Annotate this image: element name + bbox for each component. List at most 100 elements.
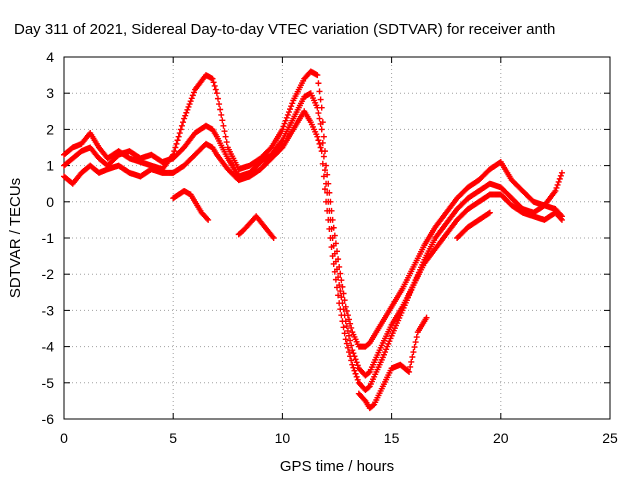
data-point [270,235,277,241]
data-point [344,327,351,334]
data-point [282,117,289,124]
data-point [386,338,393,345]
data-point [330,260,337,267]
data-point [214,95,221,102]
data-point [178,122,185,129]
data-point [346,316,353,323]
series-sat-track-2 [61,90,565,379]
data-point [284,111,291,118]
data-point [217,106,224,113]
data-point [328,244,335,251]
data-point [342,336,349,343]
data-point [318,126,325,133]
data-point [316,88,323,95]
data-point [353,359,360,366]
data-point [343,323,350,330]
data-point [555,178,562,185]
data-point [346,349,353,356]
data-point [173,140,180,147]
data-point [558,169,565,176]
data-point [223,139,230,146]
data-point [349,347,356,354]
data-point [335,292,342,299]
series-sat-track-3 [61,108,565,394]
data-point [180,119,187,126]
data-point [314,104,321,111]
data-point [184,106,191,113]
data-point [338,294,345,301]
data-point [411,344,418,351]
data-point [176,130,183,137]
data-point [209,75,216,82]
data-point [204,215,211,222]
data-point [221,128,228,135]
y-tick-label: 2 [46,121,54,137]
data-point [485,210,492,217]
x-axis-label: GPS time / hours [280,458,394,475]
data-point [346,332,353,339]
data-point [326,225,333,232]
data-point [350,350,357,357]
data-point [383,346,390,353]
data-point [347,353,354,360]
data-point [384,343,391,350]
data-point [552,187,559,194]
data-point [314,133,321,140]
data-point [320,133,327,140]
data-point [216,101,223,108]
data-point [329,253,336,260]
data-point [315,80,322,87]
data-point [211,82,218,89]
data-point [380,351,387,358]
data-point [379,354,386,361]
data-point [285,109,292,116]
data-point [331,268,338,275]
y-tick-label: -6 [42,411,55,427]
data-point [340,324,347,331]
y-tick-label: 0 [46,194,54,210]
data-point [338,312,345,319]
data-point [332,276,339,283]
data-point [408,358,415,365]
y-tick-label: 3 [46,85,54,101]
data-point [558,216,565,223]
data-point [327,235,334,241]
y-tick-label: 4 [46,49,54,65]
data-point [177,126,184,133]
data-point [351,367,358,374]
data-point [218,111,225,118]
data-point [365,384,372,391]
data-point [288,103,295,110]
data-point [554,181,561,188]
data-point [325,216,332,223]
x-tick-label: 10 [275,430,291,446]
data-point [354,362,361,369]
data-point [352,370,359,377]
x-tick-label: 20 [493,430,509,446]
data-point [382,349,389,356]
data-point [338,277,345,284]
y-tick-label: -2 [42,266,55,282]
data-point [174,137,181,144]
data-point [323,162,330,169]
data-point [353,373,360,380]
data-point [289,100,296,107]
data-point [319,160,326,167]
data-point [343,340,350,347]
data-point [341,330,348,337]
data-point [220,122,227,129]
data-point [407,363,414,370]
data-point [281,120,288,127]
data-point [412,339,419,346]
data-point [320,173,327,180]
x-tick-label: 0 [60,430,68,446]
data-point [187,98,194,105]
data-point [315,110,322,117]
data-point [365,369,372,376]
data-point [190,89,197,96]
data-point [321,186,328,193]
data-point [222,133,229,140]
x-tick-label: 5 [169,430,177,446]
y-tick-labels: -6 -5 -4 -3 -2 -1 0 1 2 3 4 [42,49,55,427]
